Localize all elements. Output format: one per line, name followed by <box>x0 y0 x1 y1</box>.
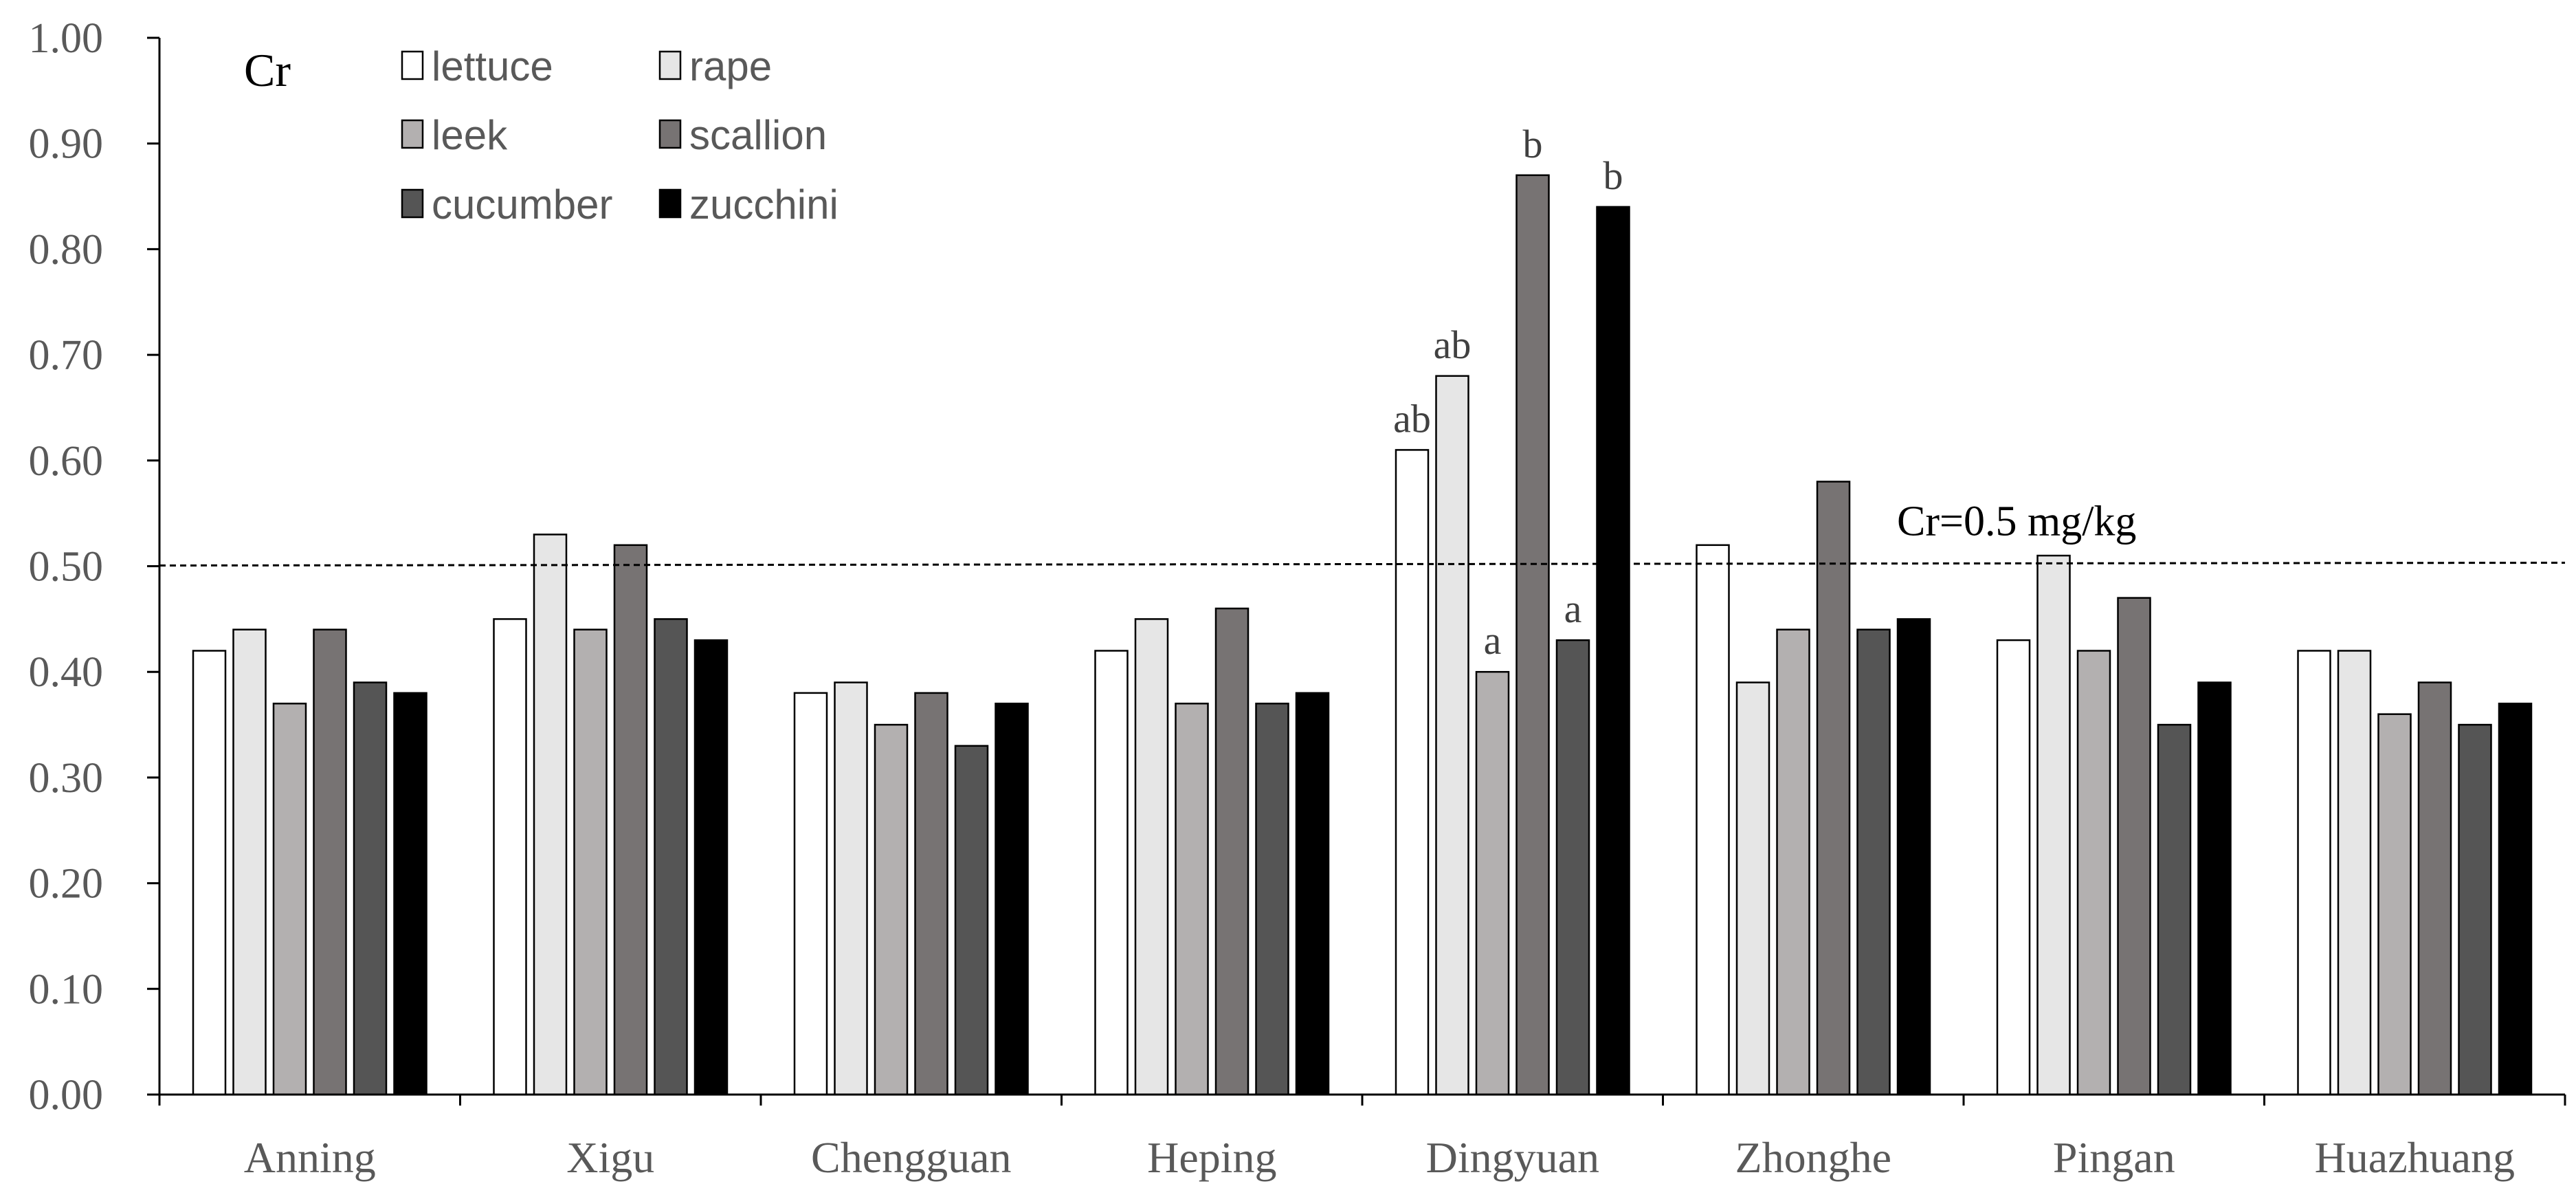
bar-leek-chengguan <box>874 723 909 1096</box>
x-tick-label: Pingan <box>2053 1133 2175 1182</box>
legend-label-leek: leek <box>432 112 508 158</box>
bar-leek-zhonghe <box>1776 628 1810 1096</box>
x-tick-label: Xigu <box>566 1133 654 1182</box>
bar-leek-pingan <box>2076 650 2111 1096</box>
y-tick-label: 1.00 <box>29 15 104 62</box>
bar-scallion-anning <box>313 628 347 1096</box>
bar-zucchini-chengguan <box>995 703 1029 1096</box>
panel-label: Cr <box>244 44 291 96</box>
bar-leek-anning <box>272 703 307 1096</box>
legend-swatch-leek <box>401 119 424 149</box>
y-tick-label: 0.80 <box>29 226 104 273</box>
bar-zucchini-heping <box>1295 692 1330 1096</box>
significance-label: ab <box>1393 396 1431 441</box>
legend-label-zucchini: zucchini <box>689 182 839 228</box>
bar-zucchini-dingyuan <box>1596 206 1630 1096</box>
y-tick-label: 0.90 <box>29 121 104 168</box>
significance-label: a <box>1564 586 1582 631</box>
legend: lettuce rape leek scallion cucumber zucchini <box>401 43 839 228</box>
bar-leek-heping <box>1175 703 1209 1096</box>
bar-rape-xigu <box>533 534 568 1096</box>
bar-rape-pingan <box>2036 554 2071 1096</box>
reference-group: Cr=0.5 mg/kg <box>159 498 2566 567</box>
bar-leek-xigu <box>573 628 608 1096</box>
bar-rape-dingyuan <box>1435 375 1469 1096</box>
y-tick-label: 0.30 <box>29 755 104 802</box>
bar-cucumber-xigu <box>654 618 688 1096</box>
legend-label-scallion: scallion <box>689 112 827 158</box>
bar-zucchini-pingan <box>2197 681 2232 1096</box>
bar-lettuce-huazhuang <box>2297 650 2331 1096</box>
bar-cucumber-zhonghe <box>1856 628 1891 1096</box>
bar-zucchini-zhonghe <box>1896 618 1931 1096</box>
reference-line <box>159 562 2566 567</box>
y-tick-label: 0.60 <box>29 438 104 485</box>
y-tick-label: 0.40 <box>29 649 104 696</box>
x-tick-label: Heping <box>1147 1133 1276 1182</box>
bar-cucumber-huazhuang <box>2458 723 2492 1096</box>
bar-lettuce-chengguan <box>793 692 828 1096</box>
bar-rape-anning <box>232 628 267 1096</box>
bar-cucumber-heping <box>1255 703 1289 1096</box>
legend-swatch-scallion <box>658 119 682 149</box>
legend-label-lettuce: lettuce <box>432 43 553 89</box>
bar-lettuce-pingan <box>1996 639 2031 1096</box>
bar-lettuce-zhonghe <box>1696 544 1730 1096</box>
x-tick-label: Anning <box>244 1133 376 1182</box>
bar-scallion-dingyuan <box>1515 174 1550 1096</box>
x-tick-label: Huazhuang <box>2315 1133 2515 1182</box>
bar-rape-zhonghe <box>1735 681 1770 1096</box>
axes-group: Anning Xigu Chengguan Heping Dingyuan Zhonghe… <box>29 15 2566 1182</box>
legend-swatch-zucchini <box>658 188 682 219</box>
bar-zucchini-anning <box>393 692 428 1096</box>
bar-lettuce-anning <box>192 650 227 1096</box>
bar-lettuce-heping <box>1094 650 1129 1096</box>
bars-group <box>192 174 2533 1096</box>
legend-label-rape: rape <box>689 43 772 89</box>
bar-lettuce-xigu <box>493 618 527 1096</box>
legend-swatch-lettuce <box>401 50 424 80</box>
bar-cucumber-pingan <box>2157 723 2192 1096</box>
x-tick-label: Zhonghe <box>1735 1133 1892 1182</box>
bar-leek-huazhuang <box>2377 713 2412 1096</box>
y-tick-label: 0.50 <box>29 544 104 591</box>
bar-cucumber-chengguan <box>954 745 989 1096</box>
x-tick-label: Dingyuan <box>1426 1133 1599 1182</box>
bar-lettuce-dingyuan <box>1395 449 1430 1096</box>
bar-rape-huazhuang <box>2337 650 2372 1096</box>
significance-label: b <box>1603 153 1623 198</box>
y-tick-label: 0.00 <box>29 1072 104 1119</box>
bar-scallion-pingan <box>2117 597 2151 1096</box>
bar-leek-dingyuan <box>1475 670 1510 1096</box>
bar-scallion-zhonghe <box>1816 481 1851 1096</box>
reference-line-label: Cr=0.5 mg/kg <box>1897 498 2136 545</box>
legend-swatch-rape <box>658 50 682 80</box>
legend-label-cucumber: cucumber <box>432 182 612 228</box>
bar-scallion-huazhuang <box>2417 681 2452 1096</box>
bar-scallion-xigu <box>613 544 648 1096</box>
bar-cucumber-anning <box>353 681 388 1096</box>
bar-zucchini-huazhuang <box>2498 703 2533 1096</box>
significance-label: b <box>1523 122 1543 166</box>
bar-zucchini-xigu <box>693 639 729 1096</box>
bar-scallion-chengguan <box>914 692 948 1096</box>
y-tick-label: 0.70 <box>29 332 104 379</box>
legend-swatch-cucumber <box>401 188 424 219</box>
bar-rape-chengguan <box>834 681 868 1096</box>
y-tick-label: 0.10 <box>29 966 104 1013</box>
significance-label: a <box>1484 618 1502 663</box>
bar-scallion-heping <box>1214 607 1250 1096</box>
significance-label: ab <box>1434 322 1472 367</box>
x-tick-label: Chengguan <box>811 1133 1012 1182</box>
bar-cucumber-dingyuan <box>1555 639 1590 1096</box>
bar-rape-heping <box>1134 618 1169 1096</box>
y-tick-label: 0.20 <box>29 861 104 908</box>
